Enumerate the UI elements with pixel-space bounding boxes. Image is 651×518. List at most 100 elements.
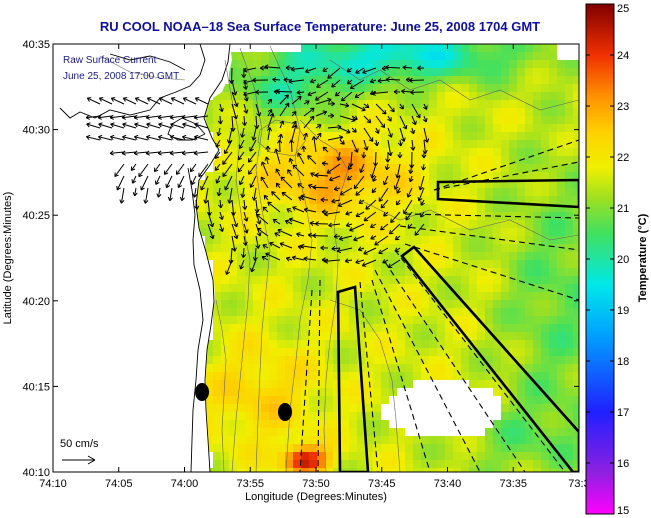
sst-cell bbox=[245, 332, 253, 340]
sst-cell bbox=[429, 84, 437, 92]
sst-cell bbox=[349, 356, 357, 364]
sst-cell bbox=[565, 380, 573, 388]
sst-cell bbox=[285, 228, 293, 236]
current-arrow bbox=[134, 97, 149, 105]
current-arrow bbox=[370, 223, 377, 228]
current-arrow bbox=[190, 175, 197, 185]
sst-cell bbox=[269, 444, 277, 452]
sst-cell bbox=[437, 124, 445, 132]
sst-cell bbox=[373, 396, 381, 404]
sst-cell bbox=[517, 84, 525, 92]
sst-cell bbox=[445, 204, 453, 212]
sst-cell bbox=[477, 268, 485, 276]
sst-cell bbox=[357, 204, 365, 212]
current-arrow bbox=[291, 95, 302, 105]
sst-cell bbox=[565, 364, 573, 372]
sst-cell bbox=[517, 52, 525, 60]
current-arrow bbox=[331, 245, 341, 252]
sst-cell bbox=[445, 444, 453, 452]
current-arrow bbox=[240, 247, 247, 258]
sst-cell bbox=[493, 284, 501, 292]
sst-cell bbox=[397, 292, 405, 300]
sst-cell bbox=[453, 260, 461, 268]
sst-cell bbox=[373, 372, 381, 380]
sst-cell bbox=[477, 100, 485, 108]
sst-cell bbox=[333, 212, 341, 220]
sst-cell bbox=[453, 188, 461, 196]
sst-cell bbox=[293, 380, 301, 388]
sst-cell bbox=[397, 300, 405, 308]
sst-cell bbox=[469, 124, 477, 132]
sst-cell bbox=[517, 92, 525, 100]
sst-cell bbox=[469, 348, 477, 356]
sst-cell bbox=[493, 380, 501, 388]
sst-cell bbox=[533, 52, 541, 60]
sst-cell bbox=[277, 340, 285, 348]
sst-cell bbox=[461, 236, 469, 244]
sst-cell bbox=[285, 156, 293, 164]
sst-cell bbox=[197, 212, 205, 220]
sst-cell bbox=[373, 92, 381, 100]
sst-cell bbox=[309, 380, 317, 388]
sst-cell bbox=[349, 436, 357, 444]
current-arrow bbox=[218, 103, 224, 113]
sst-cell bbox=[341, 372, 349, 380]
sst-cell bbox=[493, 172, 501, 180]
sst-cell bbox=[477, 212, 485, 220]
sst-cell bbox=[565, 452, 573, 460]
sst-cell bbox=[309, 132, 317, 140]
sst-cell bbox=[541, 356, 549, 364]
sst-cell bbox=[541, 460, 549, 468]
current-arrow bbox=[250, 259, 257, 273]
sst-cell bbox=[253, 276, 261, 284]
sst-cell bbox=[205, 420, 213, 428]
coastline bbox=[59, 44, 206, 119]
sst-cell bbox=[237, 60, 245, 68]
current-arrow bbox=[158, 122, 173, 129]
sst-cell bbox=[413, 276, 421, 284]
sst-cell bbox=[437, 92, 445, 100]
x-tick-label: 74:10 bbox=[39, 478, 67, 490]
sst-cell bbox=[501, 420, 509, 428]
sst-cell bbox=[405, 180, 413, 188]
sst-cell bbox=[261, 364, 269, 372]
sst-cell bbox=[461, 124, 469, 132]
sst-cell bbox=[373, 412, 381, 420]
sst-cell bbox=[405, 300, 413, 308]
sst-cell bbox=[317, 444, 325, 452]
sst-cell bbox=[445, 92, 453, 100]
sst-cell bbox=[197, 180, 205, 188]
sst-cell bbox=[229, 348, 237, 356]
sst-cell bbox=[365, 124, 373, 132]
sst-cell bbox=[285, 148, 293, 156]
sst-cell bbox=[565, 252, 573, 260]
sst-cell bbox=[485, 292, 493, 300]
sst-cell bbox=[445, 100, 453, 108]
current-arrow bbox=[331, 79, 341, 88]
sst-cell bbox=[261, 388, 269, 396]
sst-cell bbox=[213, 444, 221, 452]
sst-cell bbox=[285, 396, 293, 404]
sst-cell bbox=[517, 380, 525, 388]
sst-cell bbox=[229, 188, 237, 196]
sst-cell bbox=[253, 60, 261, 68]
sst-cell bbox=[501, 244, 509, 252]
scale-arrow bbox=[62, 455, 96, 465]
current-arrow bbox=[288, 139, 295, 153]
sst-cell bbox=[509, 204, 517, 212]
sst-cell bbox=[517, 316, 525, 324]
sst-cell bbox=[421, 60, 429, 68]
sst-cell bbox=[525, 260, 533, 268]
current-arrow bbox=[363, 103, 370, 109]
sst-cell bbox=[445, 460, 453, 468]
sst-cell bbox=[245, 180, 253, 188]
current-arrow bbox=[133, 150, 149, 156]
current-arrow bbox=[98, 122, 113, 129]
sst-cell bbox=[533, 220, 541, 228]
current-arrow bbox=[266, 127, 273, 141]
sst-cell bbox=[389, 156, 397, 164]
sst-cell bbox=[493, 300, 501, 308]
sst-cell bbox=[213, 340, 221, 348]
sst-cell bbox=[229, 396, 237, 404]
sst-cell bbox=[365, 388, 373, 396]
